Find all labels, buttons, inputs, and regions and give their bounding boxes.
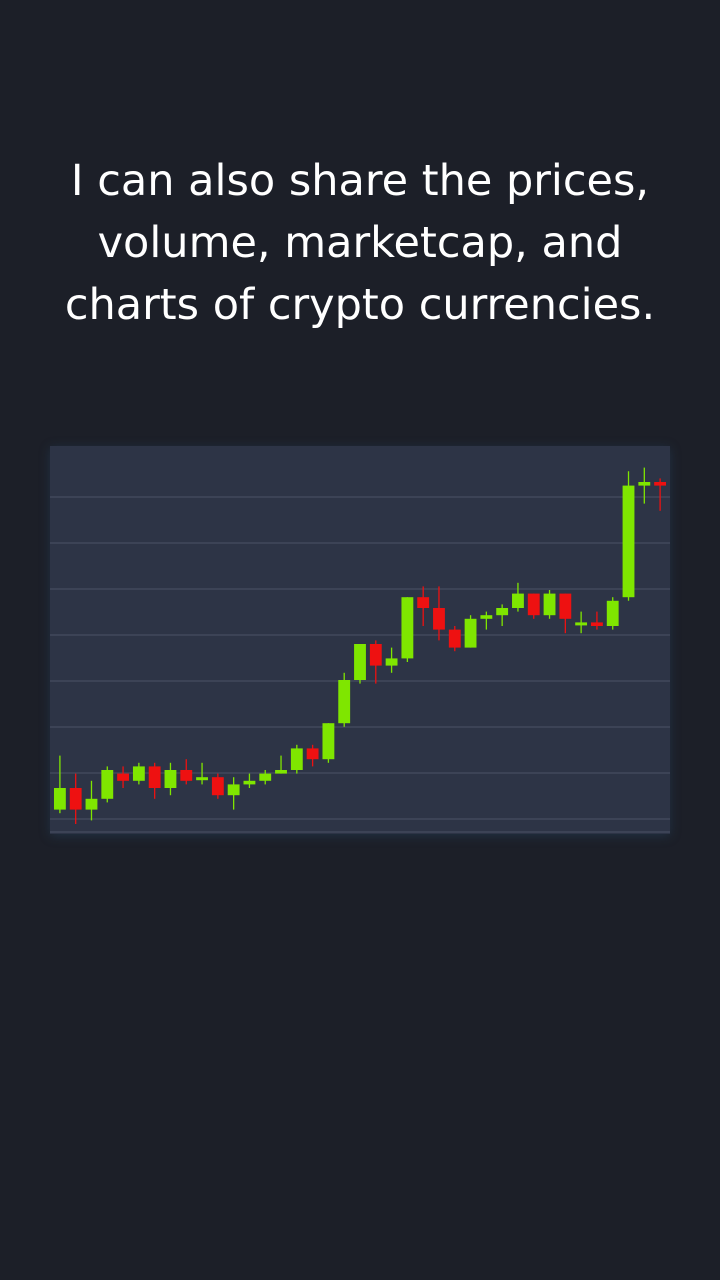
candle-down [180, 759, 193, 785]
candle-body [53, 788, 66, 810]
candle-body [306, 748, 319, 760]
candle-body [496, 608, 509, 616]
caption-line-1: I can also share the prices, [70, 156, 650, 206]
candle-up [464, 615, 477, 648]
candle-body [117, 773, 129, 781]
candle-body [132, 766, 145, 781]
caption-line-2: volume, marketcap, and [97, 218, 623, 268]
candle-body [401, 597, 414, 659]
candle-down [591, 611, 603, 630]
candle-down [211, 773, 224, 799]
candle-up [53, 755, 66, 814]
candle-up [354, 644, 366, 684]
candle-body [543, 593, 556, 616]
candle-body [369, 644, 382, 666]
candle-up [259, 770, 272, 785]
candle-body [211, 777, 224, 796]
candle-body [148, 766, 161, 788]
candle-down [559, 593, 572, 634]
caption-text: I can also share the prices, volume, mar… [20, 150, 700, 336]
candle-body [164, 770, 177, 788]
candle-body [575, 622, 588, 626]
candle-up [575, 611, 588, 634]
candle-down [433, 586, 445, 641]
chart-svg [50, 467, 670, 833]
candle-down [306, 744, 319, 767]
candle-down [369, 640, 382, 684]
candle-body [290, 748, 303, 770]
candle-body [259, 773, 272, 781]
candle-body [69, 788, 82, 810]
candle-up [401, 597, 414, 662]
candle-up [638, 467, 651, 504]
candle-body [464, 618, 477, 648]
candle-up [85, 780, 98, 821]
candle-body [417, 597, 430, 608]
candle-up [496, 604, 509, 626]
candle-up [622, 471, 635, 601]
candle-down [417, 586, 430, 626]
candle-body [512, 593, 524, 608]
candle-up [606, 597, 619, 630]
candle-up [480, 611, 493, 630]
candle-body [322, 723, 335, 760]
candle-body [196, 777, 208, 781]
candle-up [543, 590, 556, 619]
candle-up [243, 773, 256, 788]
candlestick-chart [50, 446, 670, 834]
candle-up [290, 744, 303, 774]
candle-up [101, 766, 114, 803]
candle-up [512, 582, 524, 612]
candle-body [354, 644, 366, 680]
candle-up [338, 672, 351, 727]
candle-down [654, 478, 667, 511]
candle-body [480, 615, 493, 619]
candle-down [117, 766, 129, 788]
caption-line-3: charts of crypto currencies. [64, 280, 656, 330]
candle-up [196, 762, 208, 785]
candle-up [164, 762, 177, 796]
candle-down [527, 593, 540, 619]
candle-up [132, 762, 145, 785]
candle-down [448, 626, 461, 652]
candle-body [433, 608, 445, 630]
candle-up [275, 755, 287, 774]
candle-body [180, 770, 193, 781]
candle-body [85, 798, 98, 810]
candle-body [591, 622, 603, 626]
candle-body [243, 780, 256, 785]
candle-body [527, 593, 540, 616]
candle-up [227, 777, 240, 810]
candle-body [622, 485, 635, 598]
candle-body [338, 680, 351, 724]
candle-body [227, 784, 240, 796]
candle-body [385, 658, 398, 666]
candle-body [448, 629, 461, 648]
candle-body [559, 593, 572, 619]
candle-down [69, 773, 82, 824]
candle-body [275, 770, 287, 774]
candle-down [148, 762, 161, 799]
candle-body [606, 600, 619, 626]
candle-up [322, 723, 335, 763]
candle-body [654, 482, 667, 486]
candle-body [638, 482, 651, 486]
candle-up [385, 647, 398, 673]
candle-body [101, 770, 114, 799]
